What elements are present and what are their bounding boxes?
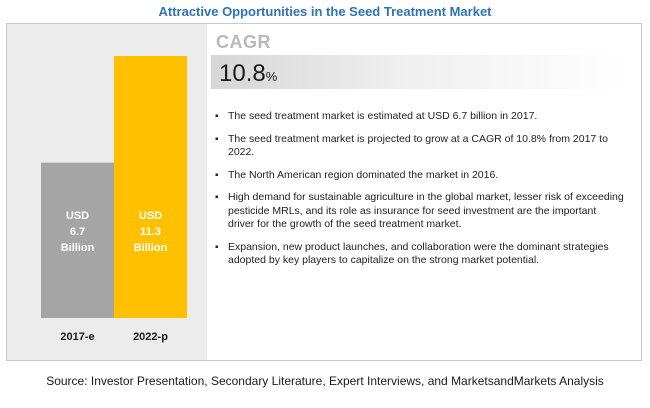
data-label: Billion: [134, 242, 168, 254]
cagr-number: 10.8: [219, 60, 266, 87]
data-label: USD: [66, 210, 89, 222]
bullet-item: The seed treatment market is projected t…: [213, 133, 625, 160]
x-tick-label: 2022-p: [133, 331, 168, 343]
chart-title: Attractive Opportunities in the Seed Tre…: [158, 4, 492, 19]
data-label: 11.3: [140, 226, 161, 238]
data-label: USD: [139, 210, 162, 222]
data-label: Billion: [61, 242, 95, 254]
key-findings-list: The seed treatment market is estimated a…: [213, 110, 625, 277]
bullet-item: High demand for sustainable agriculture …: [213, 191, 625, 232]
bar-2017-e: [41, 162, 114, 318]
cagr-value: 10.8%: [219, 60, 277, 88]
cagr-box: [211, 55, 632, 89]
data-label: 6.7: [70, 226, 85, 238]
bullet-item: The North American region dominated the …: [213, 169, 625, 183]
bullet-item: Expansion, new product launches, and col…: [213, 241, 625, 268]
bar-2022-p: [114, 56, 187, 318]
cagr-label: CAGR: [216, 32, 271, 52]
source-note: Source: Investor Presentation, Secondary…: [46, 374, 604, 388]
x-tick-label: 2017-e: [60, 331, 94, 343]
bullet-item: The seed treatment market is estimated a…: [213, 110, 625, 124]
cagr-unit: %: [265, 69, 278, 84]
